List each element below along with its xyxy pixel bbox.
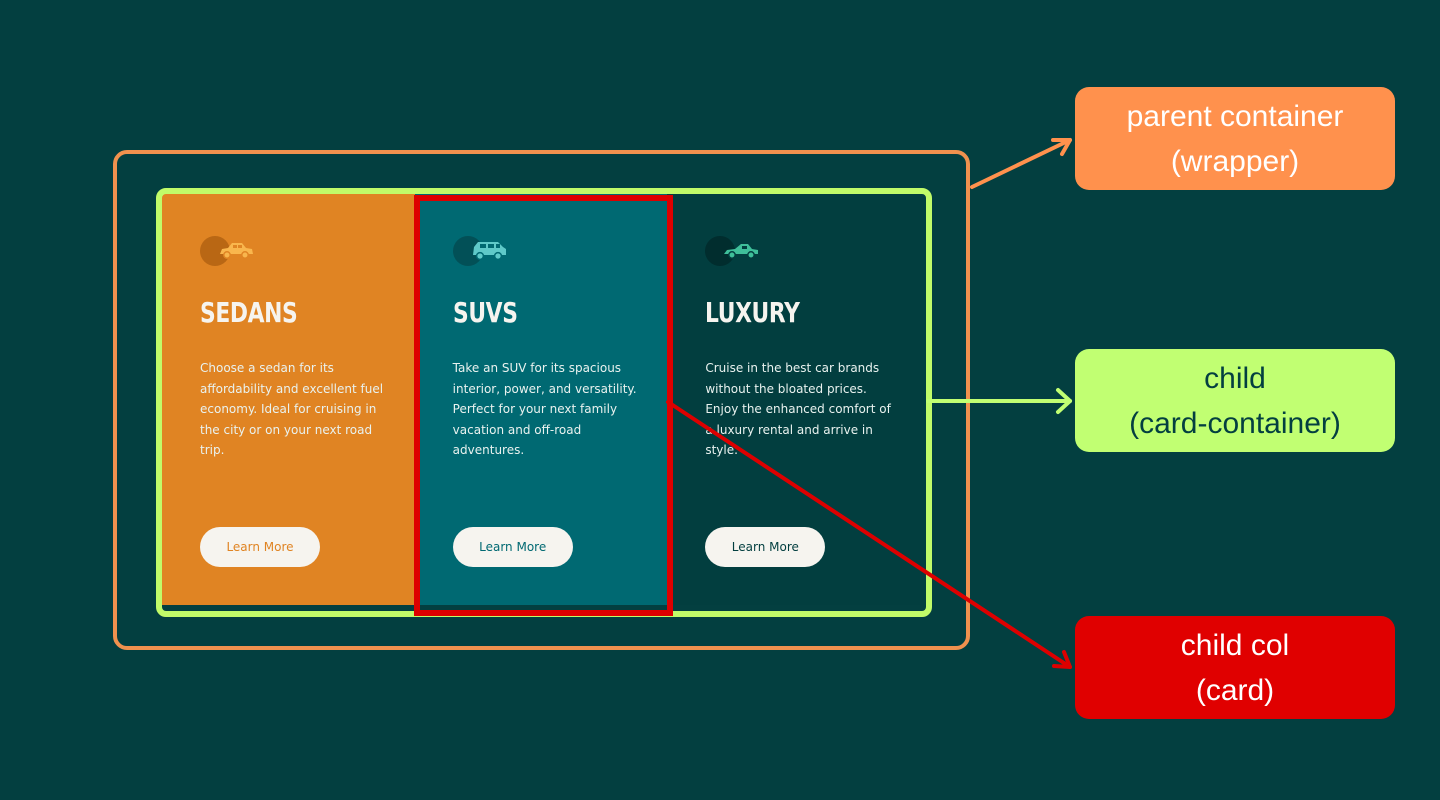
card-description: Choose a sedan for its affordability and… [200,361,384,457]
card-label-line1: child col [1180,628,1290,662]
card-container-label: child (card-container) [1075,349,1395,452]
sedan-car-icon [200,234,258,268]
card-sedans: SEDANS Choose a sedan for its affordabil… [162,194,415,605]
card-title: SUVS [452,296,518,329]
card-container-label-line1: child [1204,361,1266,395]
suv-car-icon [452,234,511,268]
card-suvs: SUVS Take an SUV for its spacious interi… [414,194,668,605]
card-description: Take an SUV for its spacious interior, p… [452,361,637,457]
card-label: child col (card) [1075,616,1395,719]
card-outline [414,195,673,616]
wrapper-label-line1: parent container [1126,99,1344,133]
card-label-line2: (card) [1195,673,1275,707]
luxury-car-icon [705,234,763,268]
learn-more-button[interactable]: Learn More [452,527,573,567]
arrow-to-wrapper-label [970,138,1072,189]
card-title: SEDANS [200,296,298,329]
wrapper-label-line2: (wrapper) [1170,144,1300,178]
wrapper-label: parent container (wrapper) [1075,87,1395,190]
learn-more-button[interactable]: Learn More [200,527,320,567]
card-title: LUXURY [705,296,800,329]
card-container-label-line2: (card-container) [1129,406,1341,440]
